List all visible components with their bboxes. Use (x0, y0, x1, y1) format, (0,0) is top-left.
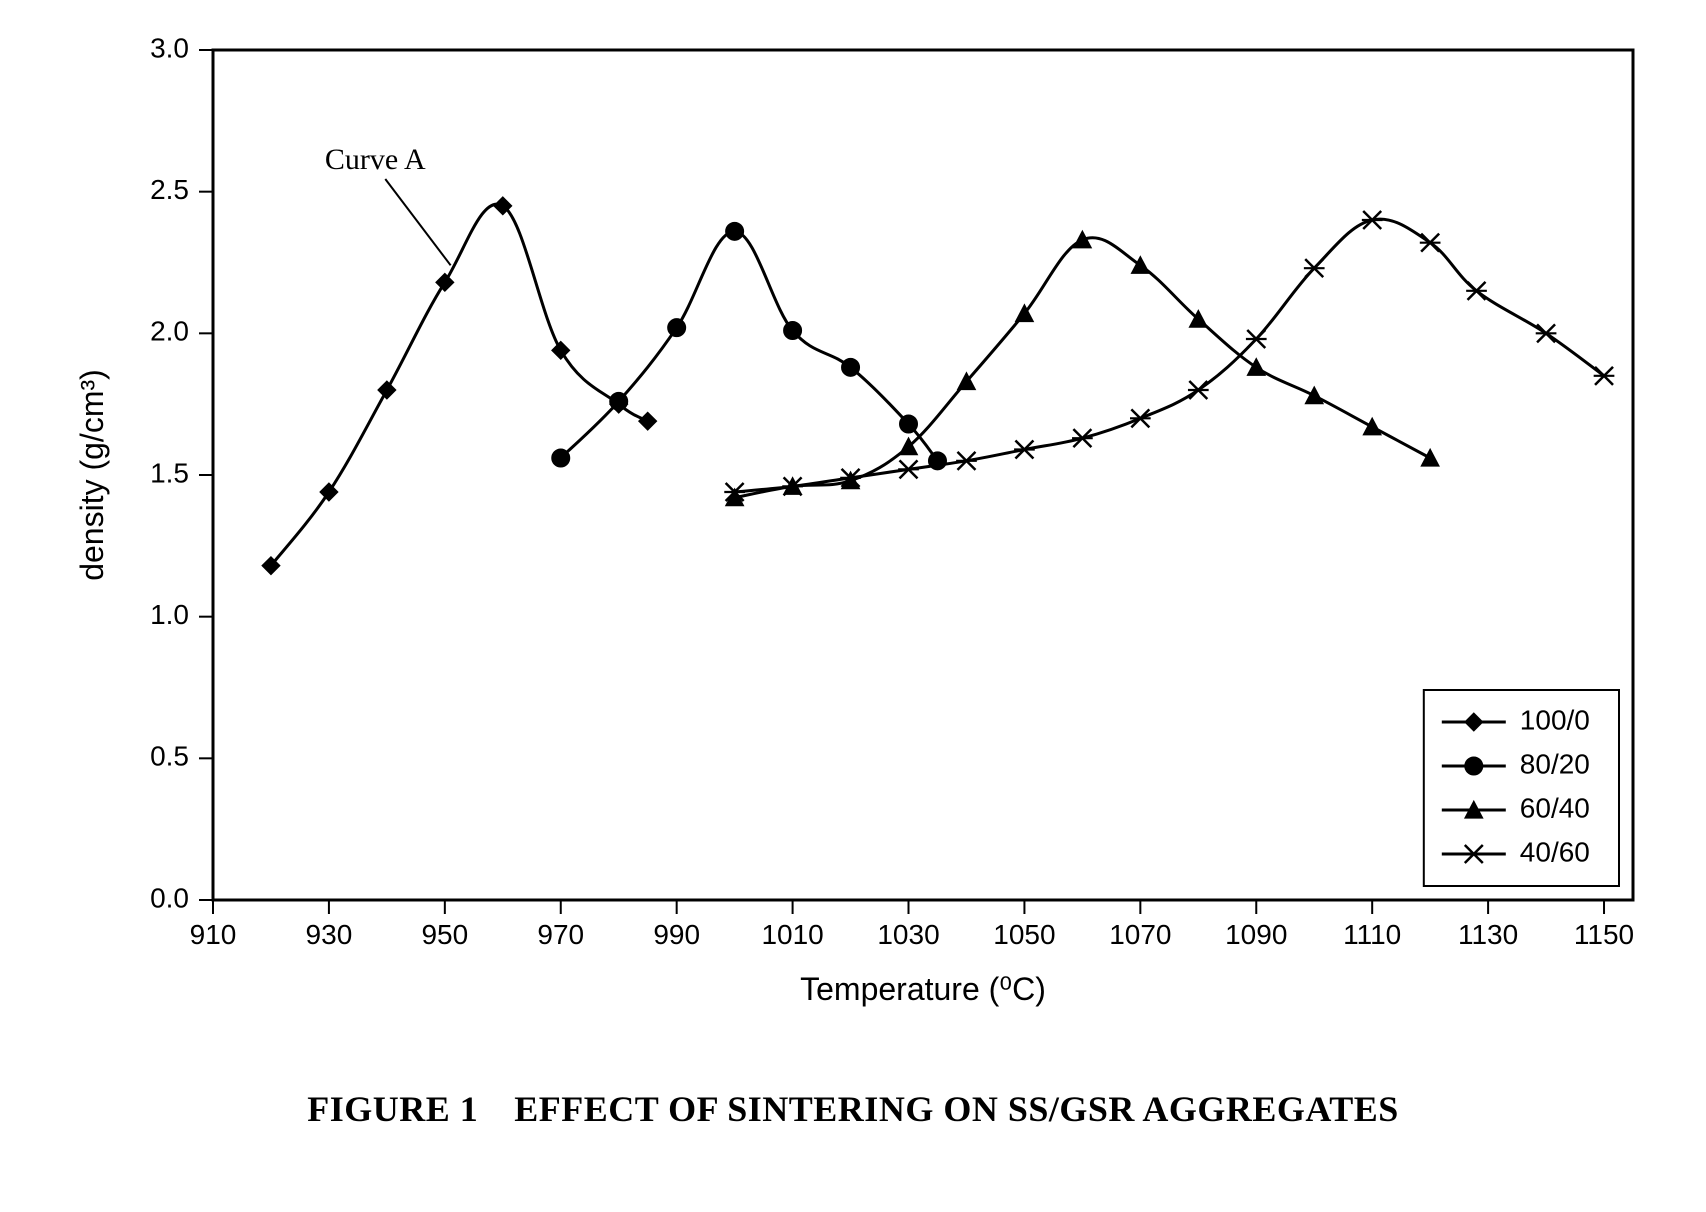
svg-text:970: 970 (537, 919, 584, 950)
svg-text:density (g/cm³): density (g/cm³) (74, 369, 110, 581)
svg-text:Temperature (⁰C): Temperature (⁰C) (800, 971, 1046, 1007)
svg-text:1.0: 1.0 (150, 599, 189, 630)
svg-text:1070: 1070 (1109, 919, 1171, 950)
svg-text:1050: 1050 (993, 919, 1055, 950)
svg-text:0.0: 0.0 (150, 882, 189, 913)
chart-container: 0.0 0.5 1.0 1.5 2.0 2.5 3.0 910 930 950 970 990 1010… (43, 20, 1663, 1080)
svg-text:3.0: 3.0 (150, 32, 189, 63)
svg-text:1150: 1150 (1574, 919, 1634, 950)
svg-text:100/0: 100/0 (1520, 704, 1590, 735)
caption-label: FIGURE 1 (307, 1089, 478, 1129)
svg-text:910: 910 (190, 919, 237, 950)
svg-text:60/40: 60/40 (1520, 792, 1590, 823)
svg-text:2.5: 2.5 (150, 174, 189, 205)
figure-caption: FIGURE 1 EFFECT OF SINTERING ON SS/GSR AG… (40, 1088, 1666, 1130)
svg-text:1.5: 1.5 (150, 457, 189, 488)
svg-text:1010: 1010 (761, 919, 823, 950)
svg-text:80/20: 80/20 (1520, 748, 1590, 779)
svg-text:1090: 1090 (1225, 919, 1287, 950)
svg-text:1110: 1110 (1343, 919, 1401, 950)
svg-text:40/60: 40/60 (1520, 836, 1590, 867)
svg-text:Curve A: Curve A (325, 143, 426, 176)
svg-text:0.5: 0.5 (150, 741, 189, 772)
density-vs-temperature-chart: 0.0 0.5 1.0 1.5 2.0 2.5 3.0 910 930 950 970 990 1010… (43, 20, 1663, 1080)
svg-text:1030: 1030 (877, 919, 939, 950)
legend: 100/0 80/20 60/40 40/60 (1424, 690, 1619, 886)
caption-text: EFFECT OF SINTERING ON SS/GSR AGGREGATES (514, 1089, 1399, 1129)
svg-text:930: 930 (306, 919, 353, 950)
svg-text:990: 990 (653, 919, 700, 950)
svg-text:1130: 1130 (1458, 919, 1518, 950)
svg-text:950: 950 (421, 919, 468, 950)
svg-text:2.0: 2.0 (150, 316, 189, 347)
